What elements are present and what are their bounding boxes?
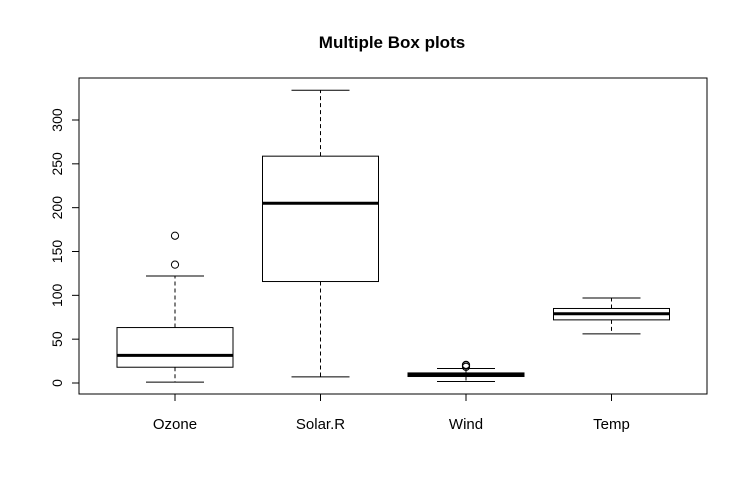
box-wind	[407, 360, 525, 383]
box-solar-r	[262, 89, 379, 378]
y-tick-label: 300	[49, 108, 65, 132]
y-tick-label: 50	[49, 331, 65, 347]
box-temp	[553, 297, 670, 335]
y-tick-label: 150	[49, 240, 65, 264]
boxes-group	[116, 89, 670, 383]
outlier-point	[170, 260, 180, 269]
box-iqr	[116, 327, 234, 368]
y-axis: 0 50 100 150 200 250 300	[49, 108, 80, 387]
y-tick-label: 200	[49, 196, 65, 220]
y-tick-label: 100	[49, 283, 65, 307]
chart-title: Multiple Box plots	[319, 33, 465, 52]
box-iqr	[262, 155, 379, 283]
y-tick-label: 0	[49, 379, 65, 387]
x-category-label-wind: Wind	[449, 416, 483, 433]
x-category-label-ozone: Ozone	[153, 416, 197, 433]
outlier-point	[170, 231, 180, 240]
x-axis: Ozone Solar.R Wind Temp	[153, 393, 630, 433]
x-category-label-solar-r: Solar.R	[296, 416, 345, 433]
x-category-label-temp: Temp	[593, 416, 630, 433]
y-tick-label: 250	[49, 152, 65, 176]
box-ozone	[116, 231, 234, 383]
outlier-point	[461, 360, 471, 369]
